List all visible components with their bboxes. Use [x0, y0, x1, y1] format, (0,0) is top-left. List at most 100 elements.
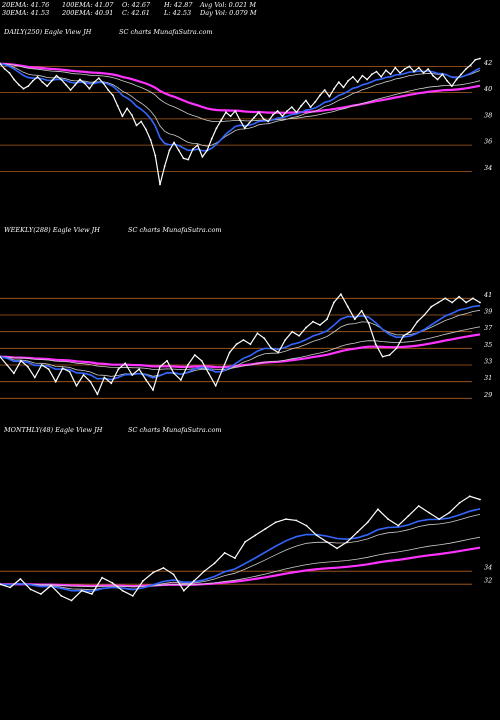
daily-price-point — [243, 127, 246, 129]
monthly-price-point — [387, 518, 389, 520]
weekly-price-point — [89, 380, 92, 383]
daily-price-point — [399, 72, 401, 74]
daily-price-point — [432, 74, 434, 77]
daily-price-point — [107, 89, 110, 91]
monthly-price-point — [366, 521, 369, 524]
daily-price-point — [248, 121, 251, 124]
daily-price-point — [385, 69, 387, 72]
daily-price-point — [333, 87, 335, 90]
daily-price-point — [130, 114, 133, 116]
weekly-price-point — [75, 384, 78, 387]
daily-price-point — [69, 89, 72, 91]
weekly-price-point — [367, 322, 370, 325]
daily-price-point — [347, 79, 350, 82]
daily-price-point — [469, 64, 472, 66]
weekly-price-point — [235, 343, 238, 346]
daily-price-point — [163, 165, 166, 168]
monthly-price-point — [377, 508, 379, 511]
monthly-price-point — [274, 521, 277, 524]
weekly-price-point — [416, 320, 419, 323]
daily-price-point — [286, 110, 288, 112]
daily-price-point — [50, 79, 53, 82]
monthly-price-point — [397, 524, 400, 527]
ema200-readout: 200EMA: 40.91 — [62, 9, 114, 17]
monthly-price-point — [264, 527, 267, 530]
weekly-price-point — [193, 354, 196, 356]
daily-price-point — [116, 104, 119, 107]
daily-price-point — [182, 157, 185, 160]
daily-price-point — [154, 154, 157, 157]
daily-ema-200-line — [0, 62, 481, 114]
monthly-price-point — [244, 541, 247, 543]
weekly-price-point — [117, 368, 120, 371]
weekly-price-point — [312, 320, 314, 323]
daily-ema-30-line — [0, 63, 481, 147]
daily-price-point — [319, 94, 321, 97]
daily-price-point — [394, 66, 397, 69]
weekly-price-point — [340, 293, 342, 296]
close-readout: C: 42.61 — [122, 9, 150, 17]
low-readout: L: 42.53 — [164, 9, 192, 17]
daily-price-point — [192, 148, 194, 151]
daily-price-point — [36, 76, 39, 78]
daily-price-point — [55, 74, 58, 77]
weekly-price-point — [263, 337, 266, 340]
monthly-price-point — [60, 595, 63, 597]
daily-price-point — [276, 110, 279, 112]
daily-price-point — [328, 95, 331, 98]
daily-price-line — [0, 57, 481, 185]
ema100-readout: 100EMA: 41.07 — [62, 1, 114, 9]
daily-price-point — [253, 116, 256, 119]
daily-price-point — [41, 81, 44, 83]
monthly-price-point — [305, 524, 308, 527]
daily-price-point — [281, 115, 284, 118]
weekly-price-point — [47, 368, 50, 371]
monthly-price-point — [142, 580, 144, 582]
monthly-ema-200-line — [0, 546, 481, 588]
daily-price-point — [121, 115, 124, 118]
daily-tick-label-42: 42 — [483, 59, 492, 67]
daily-price-point — [229, 115, 232, 118]
ema30-readout: 30EMA: 41.53 — [2, 9, 50, 17]
weekly-price-point — [207, 372, 210, 375]
daily-price-point — [168, 149, 171, 152]
weekly-price-point — [458, 295, 460, 298]
monthly-panel-subtitle: SC charts MunafaSutra.com — [128, 426, 222, 434]
monthly-price-point — [80, 589, 83, 592]
weekly-price-point — [186, 364, 189, 366]
daily-price-point — [389, 73, 392, 76]
monthly-price-point — [356, 531, 359, 533]
weekly-price-point — [103, 376, 106, 379]
weekly-price-point — [360, 309, 363, 312]
daily-price-point — [234, 110, 237, 112]
daily-price-point — [225, 111, 227, 114]
monthly-price-point — [19, 578, 22, 580]
ema20-readout: 20EMA: 41.76 — [2, 1, 50, 9]
daily-price-point — [342, 86, 345, 89]
daily-price-point — [177, 149, 180, 152]
daily-tick-label-38: 38 — [484, 111, 492, 119]
monthly-price-point — [458, 501, 461, 504]
daily-price-point — [295, 111, 298, 114]
monthly-price-line — [0, 495, 481, 602]
weekly-tick-label-37: 37 — [484, 324, 493, 332]
weekly-price-point — [284, 339, 287, 341]
monthly-price-point — [315, 534, 318, 537]
monthly-price-point — [172, 573, 175, 576]
daily-price-point — [474, 58, 477, 61]
daily-price-point — [8, 72, 11, 74]
weekly-price-point — [159, 365, 161, 368]
monthly-price-point — [131, 595, 134, 597]
weekly-price-point — [54, 380, 57, 383]
daily-price-point — [337, 81, 340, 83]
daily-price-point — [65, 83, 67, 86]
day-volume-readout: Day Vol: 0.079 M — [200, 9, 257, 17]
weekly-price-point — [145, 379, 148, 381]
daily-price-point — [300, 104, 303, 107]
weekly-price-point — [249, 343, 252, 346]
daily-price-point — [60, 78, 63, 81]
monthly-price-point — [285, 518, 287, 520]
weekly-price-point — [6, 364, 8, 366]
daily-price-point — [352, 76, 354, 78]
